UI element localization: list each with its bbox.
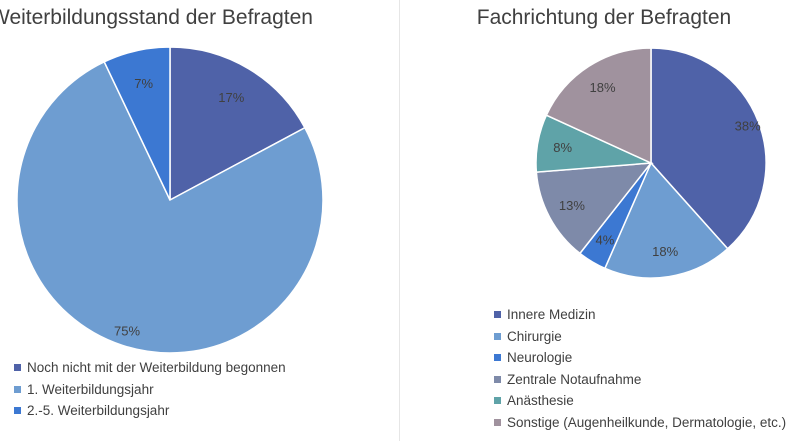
legend-label: Neurologie [507, 350, 573, 366]
data-label: 8% [553, 140, 572, 155]
pie-slice-6 [545, 47, 652, 165]
legend-swatch [494, 375, 501, 383]
legend: Innere Medizin Chirurgie Neurologie Zentral… [494, 304, 786, 433]
pie-slice-1 [650, 47, 767, 250]
data-label: 17% [218, 90, 244, 105]
legend-swatch [14, 385, 21, 393]
legend-label: 1. Weiterbildungsjahr [27, 381, 154, 397]
pie-slice-2 [16, 60, 324, 354]
pie-slice-4 [535, 162, 653, 255]
data-label: 4% [596, 232, 615, 247]
data-label: 75% [114, 323, 140, 338]
data-label: 18% [589, 80, 615, 95]
chart-fachrichtung: Fachrichtung der Befragten 38% 18% 4% 13% 8%… [400, 0, 808, 441]
legend-swatch [494, 332, 501, 340]
legend-item: Chirurgie [494, 326, 786, 348]
data-label: 7% [134, 76, 153, 91]
legend-swatch [494, 418, 501, 426]
legend-label: Anästhesie [507, 393, 574, 409]
pie-slice-2 [603, 161, 729, 279]
legend-item: Zentrale Notaufnahme [494, 369, 786, 391]
legend-swatch [494, 354, 501, 362]
chart-title: Weiterbildungsstand der Befragten [0, 6, 313, 29]
legend-label: Chirurgie [507, 328, 562, 344]
divider [399, 0, 400, 441]
legend-label: Noch nicht mit der Weiterbildung begonne… [27, 360, 286, 376]
chart-weiterbildungsstand: Weiterbildungsstand der Befragten 17% 75%… [0, 0, 398, 441]
data-label: 13% [559, 198, 585, 213]
legend-swatch [14, 364, 21, 372]
pie-chart: 17% 75% 7% [16, 46, 324, 354]
legend-swatch [14, 407, 21, 415]
data-label: 38% [735, 119, 761, 134]
pie-slice-1 [169, 46, 306, 202]
pie-chart: 38% 18% 4% 13% 8% 18% [535, 47, 767, 279]
legend-item: Neurologie [494, 347, 786, 369]
legend-label: Innere Medizin [507, 307, 596, 323]
legend-item: Noch nicht mit der Weiterbildung begonne… [14, 357, 286, 379]
legend-item: Sonstige (Augenheilkunde, Dermatologie, … [494, 412, 786, 434]
legend-item: 2.-5. Weiterbildungsjahr [14, 400, 286, 422]
legend: Noch nicht mit der Weiterbildung begonne… [14, 357, 286, 422]
legend-swatch [494, 397, 501, 405]
data-label: 18% [652, 244, 678, 259]
legend-item: Innere Medizin [494, 304, 786, 326]
legend-swatch [494, 311, 501, 319]
chart-title: Fachrichtung der Befragten [476, 6, 732, 29]
legend-item: Anästhesie [494, 390, 786, 412]
legend-label: Sonstige (Augenheilkunde, Dermatologie, … [507, 414, 787, 430]
legend-label: 2.-5. Weiterbildungsjahr [27, 403, 170, 419]
legend-item: 1. Weiterbildungsjahr [14, 379, 286, 401]
legend-label: Zentrale Notaufnahme [507, 371, 642, 387]
pie-slice-3 [103, 46, 171, 201]
